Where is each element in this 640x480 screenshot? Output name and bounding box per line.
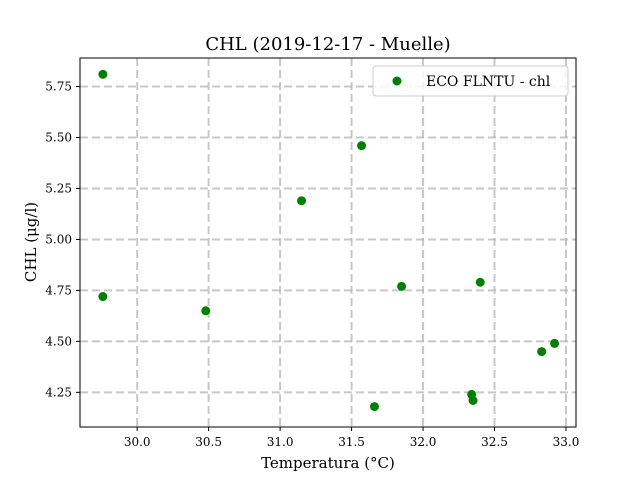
x-axis-ticks: 30.0 30.5 31.0 31.5 32.0 32.5 33.0 [124,427,580,449]
data-point [397,281,407,291]
data-point [357,141,367,151]
data-point [475,277,485,287]
y-tick-label: 4.75 [45,283,72,297]
data-point [550,338,560,348]
data-point [468,395,478,405]
y-tick-label: 5.75 [45,80,72,94]
y-tick-label: 5.25 [45,181,72,195]
data-point [201,306,211,316]
x-tick-label: 32.0 [410,435,437,449]
grid [80,58,576,427]
legend: ECO FLNTU - chl [372,65,569,97]
x-tick-label: 31.0 [267,435,294,449]
x-axis-label: Temperatura (°C) [261,454,395,472]
y-tick-label: 4.50 [45,334,72,348]
plot-frame [79,57,577,428]
y-axis-ticks: 4.25 4.50 4.75 5.00 5.25 5.50 5.75 [45,80,80,399]
legend-marker [392,76,402,86]
data-point [369,402,379,412]
data-point [98,69,108,79]
data-points [98,69,560,412]
legend-box [372,65,569,97]
y-axis-label: CHL (μg/l) [22,202,40,282]
y-tick-label: 4.25 [45,385,72,399]
y-tick-label: 5.00 [45,232,72,246]
x-tick-label: 32.5 [481,435,508,449]
legend-label: ECO FLNTU - chl [426,74,551,90]
data-point [297,196,307,206]
y-tick-label: 5.50 [45,131,72,145]
data-point [98,292,108,302]
x-tick-label: 31.5 [338,435,365,449]
data-point [537,347,547,357]
x-tick-label: 30.5 [195,435,222,449]
x-tick-label: 30.0 [124,435,151,449]
x-tick-label: 33.0 [553,435,580,449]
chart-title: CHL (2019-12-17 - Muelle) [205,34,450,55]
